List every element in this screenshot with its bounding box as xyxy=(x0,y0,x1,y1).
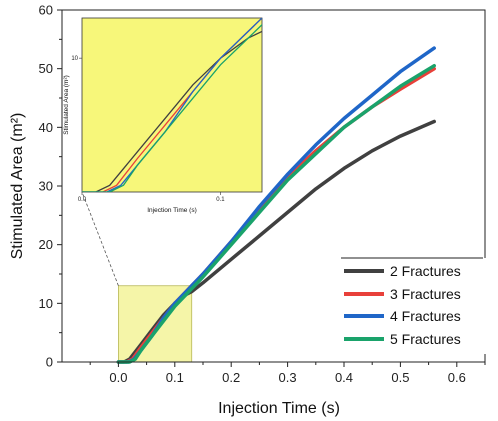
inset-series-layer xyxy=(82,18,262,192)
series-layer xyxy=(116,46,436,364)
x-tick-label: 0.1 xyxy=(166,370,184,385)
series-line-5-fractures xyxy=(116,63,436,364)
y-tick-label: 0 xyxy=(46,355,53,370)
inset-series-line-3-fractures xyxy=(82,18,262,192)
inset-x-tick-label: 0.0 xyxy=(78,197,87,203)
y-tick-label: 50 xyxy=(39,61,53,76)
inset-series-line-2-fractures xyxy=(82,30,262,192)
inset-x-tick-label: 0.1 xyxy=(216,197,225,203)
y-tick-label: 40 xyxy=(39,120,53,135)
inset-connector-lines xyxy=(81,191,119,286)
x-axis-title: Injection Time (s) xyxy=(218,400,340,417)
inset-connector xyxy=(81,191,119,286)
legend-label-2-fractures: 2 Fractures xyxy=(390,263,461,279)
x-tick-label: 0.6 xyxy=(448,370,466,385)
x-tick-label: 0.4 xyxy=(335,370,353,385)
x-tick-label: 0.5 xyxy=(391,370,409,385)
series-line-2-fractures xyxy=(116,119,436,364)
y-tick-label: 20 xyxy=(39,237,53,252)
inset-x-axis-title: Injection Time (s) xyxy=(147,207,197,214)
y-tick-label: 10 xyxy=(39,296,53,311)
inset-plot: 0.0 0.1 10 Injection Time (s) Stimulated Are… xyxy=(63,17,263,214)
legend: 2 Fractures 3 Fractures 4 Fractures 5 Fr… xyxy=(336,257,487,354)
legend-label-5-fractures: 5 Fractures xyxy=(390,331,461,347)
x-tick-label: 0.3 xyxy=(279,370,297,385)
y-axis-ticks: 0 10 20 30 40 50 60 xyxy=(39,3,62,370)
inset-y-axis-title: Stimulated Area (m²) xyxy=(63,75,70,135)
x-tick-label: 0.2 xyxy=(222,370,240,385)
x-tick-label: 0.0 xyxy=(109,370,127,385)
x-axis-ticks: 0.0 0.1 0.2 0.3 0.4 0.5 0.6 xyxy=(89,362,486,385)
inset-series-line-5-fractures xyxy=(82,23,262,192)
y-tick-label: 30 xyxy=(39,179,53,194)
legend-label-4-fractures: 4 Fractures xyxy=(390,308,461,324)
inset-y-tick-label: 10 xyxy=(71,56,78,62)
legend-label-3-fractures: 3 Fractures xyxy=(390,286,461,302)
y-axis-title: Stimulated Area (m²) xyxy=(9,113,26,260)
y-tick-label: 60 xyxy=(39,3,53,18)
